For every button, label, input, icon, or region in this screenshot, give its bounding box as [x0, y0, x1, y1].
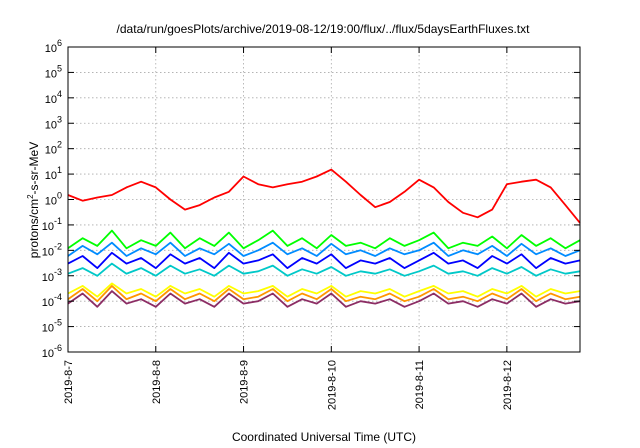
x-axis-title: Coordinated Universal Time (UTC) [232, 430, 416, 444]
y-tick-label: 103 [45, 114, 62, 131]
y-axis-title-sup: 2 [26, 194, 35, 199]
x-tick-label: 2019-8-10 [326, 360, 338, 410]
y-tick-base: 10 [45, 119, 57, 131]
y-tick-exponent: -1 [54, 216, 62, 226]
y-tick-exponent: -6 [54, 343, 62, 353]
y-tick-exponent: -4 [54, 292, 62, 302]
y-tick-base: 10 [42, 297, 54, 309]
y-tick-label: 10-4 [42, 292, 62, 309]
y-tick-base: 10 [45, 68, 57, 80]
series-line [67, 241, 581, 257]
y-axis-title: protons/cm2-s-sr-MeV [26, 142, 41, 258]
data-series [67, 168, 581, 308]
y-tick-label: 105 [45, 63, 62, 80]
y-tick-base: 10 [45, 94, 57, 106]
y-tick-base: 10 [42, 246, 54, 258]
x-tick-label: 2019-8-11 [414, 360, 426, 409]
y-tick-base: 10 [45, 145, 57, 157]
series-line [67, 251, 581, 270]
y-tick-exponent: 4 [57, 89, 62, 99]
series-line [67, 284, 581, 303]
y-tick-base: 10 [42, 221, 54, 233]
y-axis-title-rest: -s-sr-MeV [27, 142, 41, 195]
y-tick-label: 10-3 [42, 267, 62, 284]
y-tick-base: 10 [42, 348, 54, 360]
y-axis-title-main: protons/cm [27, 199, 41, 258]
y-tick-label: 100 [45, 191, 62, 208]
series-line [67, 290, 581, 308]
y-tick-exponent: 1 [57, 165, 62, 175]
y-tick-base: 10 [45, 196, 57, 208]
series-line [67, 282, 581, 298]
y-tick-base: 10 [42, 323, 54, 335]
y-tick-label: 104 [45, 89, 62, 106]
y-tick-exponent: 3 [57, 114, 62, 124]
grid-lines [68, 47, 580, 352]
chart-title: /data/run/goesPlots/archive/2019-08-12/1… [117, 22, 531, 36]
y-tick-label: 102 [45, 140, 62, 157]
x-tick-label: 2019-8-9 [239, 360, 251, 404]
y-tick-exponent: -5 [54, 318, 62, 328]
y-axis-ticks: 10-610-510-410-310-210-11001011021031041… [42, 38, 580, 360]
x-tick-label: 2019-8-7 [63, 360, 75, 404]
y-tick-exponent: 0 [57, 191, 62, 201]
y-tick-exponent: 5 [57, 63, 62, 73]
series-line [67, 168, 581, 224]
y-tick-label: 10-6 [42, 343, 62, 360]
y-tick-exponent: -2 [54, 241, 62, 251]
y-tick-exponent: 2 [57, 140, 62, 150]
y-tick-base: 10 [45, 43, 57, 55]
series-line [67, 262, 581, 277]
y-tick-label: 10-5 [42, 318, 62, 335]
y-tick-exponent: -3 [54, 267, 62, 277]
y-tick-label: 10-1 [42, 216, 62, 233]
y-tick-exponent: 6 [57, 38, 62, 48]
y-tick-base: 10 [42, 272, 54, 284]
x-axis-ticks: 2019-8-7 2019-8-8 2019-8-9 2019-8-10 2019-8-… [63, 47, 514, 410]
y-tick-label: 106 [45, 38, 62, 55]
series-line [67, 229, 581, 250]
y-tick-base: 10 [45, 170, 57, 182]
y-tick-label: 101 [45, 165, 62, 182]
x-tick-label: 2019-8-8 [151, 360, 163, 404]
x-tick-label: 2019-8-12 [502, 360, 514, 410]
y-tick-label: 10-2 [42, 241, 62, 258]
